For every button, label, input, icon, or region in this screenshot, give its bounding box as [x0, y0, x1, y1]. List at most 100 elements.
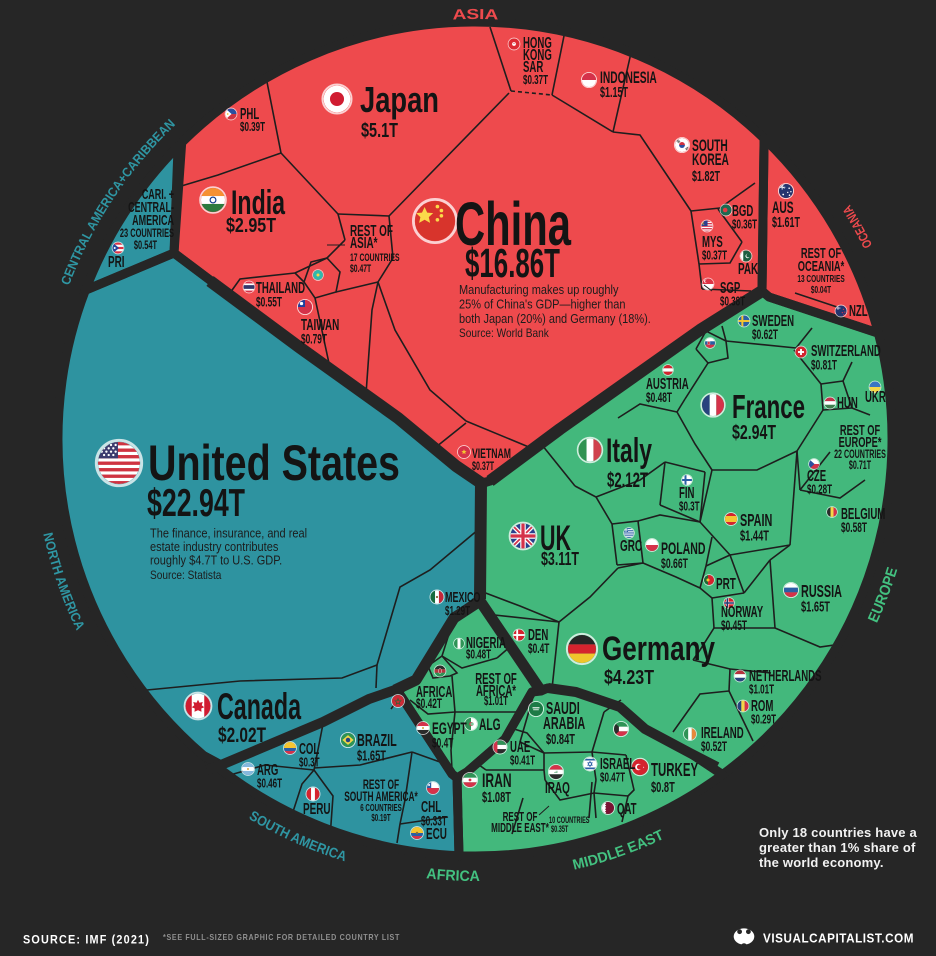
svg-text:KOREA: KOREA: [692, 151, 729, 169]
svg-text:$2.94T: $2.94T: [732, 422, 776, 444]
svg-text:Japan: Japan: [360, 79, 439, 120]
svg-text:UK: UK: [540, 519, 571, 558]
svg-text:both Japan (20%) and Germany (: both Japan (20%) and Germany (18%).: [459, 312, 651, 326]
svg-text:$0.39T: $0.39T: [240, 120, 265, 134]
svg-text:$0.37T: $0.37T: [702, 249, 727, 263]
svg-text:$0.48T: $0.48T: [466, 648, 491, 662]
svg-text:ASIA: ASIA: [452, 7, 499, 24]
svg-text:PAK: PAK: [738, 260, 758, 278]
svg-text:ECU: ECU: [426, 825, 447, 843]
svg-text:MEXICO: MEXICO: [445, 589, 480, 606]
svg-text:$0.33T: $0.33T: [421, 815, 447, 829]
svg-text:MYS: MYS: [702, 233, 723, 251]
svg-text:EGYPT: EGYPT: [432, 720, 467, 738]
svg-text:Source: World Bank: Source: World Bank: [459, 327, 549, 340]
svg-text:SGP: SGP: [720, 279, 741, 297]
svg-text:$1.61T: $1.61T: [772, 214, 800, 231]
svg-text:SPAIN: SPAIN: [740, 512, 772, 531]
svg-text:AMERICA: AMERICA: [132, 212, 174, 229]
svg-text:$0.4T: $0.4T: [432, 737, 453, 751]
svg-text:الله: الله: [554, 770, 558, 774]
svg-text:the world economy.: the world economy.: [759, 855, 884, 870]
svg-text:$0.52T: $0.52T: [701, 740, 727, 754]
svg-text:$0.54T: $0.54T: [134, 239, 157, 252]
svg-text:CENTRAL-: CENTRAL-: [128, 199, 174, 216]
svg-text:$2.12T: $2.12T: [607, 469, 648, 492]
svg-text:CZE: CZE: [807, 467, 826, 485]
svg-text:TAIWAN: TAIWAN: [301, 316, 339, 334]
svg-text:23 COUNTRIES: 23 COUNTRIES: [120, 227, 174, 240]
svg-text:greater than 1% share of: greater than 1% share of: [759, 840, 916, 855]
svg-text:ISRAEL: ISRAEL: [600, 755, 635, 773]
svg-text:ASIA*: ASIA*: [350, 234, 378, 252]
svg-text:SAR: SAR: [523, 58, 544, 76]
svg-text:SOUTH AMERICA*: SOUTH AMERICA*: [344, 790, 418, 804]
svg-text:$0.71T: $0.71T: [849, 459, 871, 472]
svg-text:$0.37T: $0.37T: [523, 73, 548, 87]
svg-text:AFRICA*: AFRICA*: [476, 682, 516, 700]
svg-text:$1.65T: $1.65T: [801, 598, 830, 615]
svg-text:INDONESIA: INDONESIA: [600, 69, 657, 87]
svg-text:$0.66T: $0.66T: [661, 556, 688, 572]
svg-text:POLAND: POLAND: [661, 538, 705, 557]
svg-text:$0.3T: $0.3T: [299, 756, 320, 770]
svg-text:$0.47T: $0.47T: [350, 262, 372, 274]
svg-text:United States: United States: [148, 435, 400, 491]
svg-text:$0.62T: $0.62T: [752, 328, 778, 342]
svg-text:22 COUNTRIES: 22 COUNTRIES: [834, 448, 886, 461]
svg-text:RUSSIA: RUSSIA: [801, 583, 842, 602]
svg-text:Germany: Germany: [602, 630, 715, 668]
svg-text:Only 18 countries have a: Only 18 countries have a: [759, 825, 918, 840]
svg-text:estate industry contributes: estate industry contributes: [150, 540, 278, 554]
svg-text:France: France: [732, 388, 805, 425]
svg-text:ARG: ARG: [257, 761, 278, 779]
svg-text:IRELAND: IRELAND: [701, 724, 744, 742]
svg-text:BRAZIL: BRAZIL: [357, 732, 397, 751]
svg-text:$1.01T: $1.01T: [484, 695, 509, 708]
svg-text:$0.47T: $0.47T: [600, 771, 625, 785]
svg-text:SWEDEN: SWEDEN: [752, 312, 794, 330]
svg-text:PRI: PRI: [108, 253, 125, 271]
svg-text:$0.81T: $0.81T: [811, 359, 837, 373]
svg-text:EUROPE*: EUROPE*: [839, 434, 882, 451]
svg-text:$0.19T: $0.19T: [371, 811, 390, 823]
svg-text:13 COUNTRIES: 13 COUNTRIES: [797, 272, 844, 284]
svg-text:NETHERLANDS: NETHERLANDS: [749, 667, 822, 685]
svg-text:$0.35T: $0.35T: [551, 824, 569, 835]
svg-text:$0.38T: $0.38T: [720, 295, 745, 309]
svg-text:roughly $4.7T to U.S. GDP.: roughly $4.7T to U.S. GDP.: [150, 554, 282, 568]
svg-text:IRAQ: IRAQ: [545, 779, 570, 797]
svg-text:$0.46T: $0.46T: [257, 777, 282, 791]
svg-text:$0.58T: $0.58T: [841, 521, 867, 535]
svg-text:UAE: UAE: [510, 738, 531, 756]
svg-text:$3.11T: $3.11T: [541, 549, 579, 569]
svg-text:$2.02T: $2.02T: [218, 724, 266, 747]
svg-text:Manufacturing makes up roughly: Manufacturing makes up roughly: [459, 283, 619, 297]
svg-text:SOUTH: SOUTH: [692, 137, 728, 155]
svg-text:NORWAY: NORWAY: [721, 603, 763, 621]
svg-text:$0.84T: $0.84T: [546, 731, 575, 748]
svg-text:$0.37T: $0.37T: [472, 460, 494, 473]
svg-text:Italy: Italy: [606, 432, 652, 470]
svg-text:$0.48T: $0.48T: [646, 391, 672, 405]
svg-text:$5.1T: $5.1T: [361, 120, 398, 142]
svg-text:HONG: HONG: [523, 34, 552, 52]
svg-text:PERU: PERU: [303, 800, 331, 818]
svg-text:OCEANIA*: OCEANIA*: [798, 258, 845, 275]
svg-text:$0.55T: $0.55T: [256, 296, 282, 310]
svg-text:$0.04T: $0.04T: [811, 283, 832, 295]
svg-text:ALG: ALG: [479, 716, 501, 734]
svg-text:$0.29T: $0.29T: [751, 713, 776, 727]
svg-text:The finance, insurance, and re: The finance, insurance, and real: [150, 527, 307, 541]
svg-text:VIETNAM: VIETNAM: [472, 446, 511, 462]
svg-text:REST OF: REST OF: [840, 422, 881, 439]
svg-text:China: China: [455, 190, 572, 258]
svg-text:$0.4T: $0.4T: [528, 642, 549, 656]
svg-text:CHL: CHL: [421, 798, 441, 816]
svg-text:25% of China's GDP—higher than: 25% of China's GDP—higher than: [459, 298, 625, 312]
svg-text:IRAN: IRAN: [482, 770, 512, 792]
svg-text:$1.44T: $1.44T: [740, 527, 769, 544]
svg-text:Canada: Canada: [217, 686, 301, 727]
svg-text:$1.82T: $1.82T: [692, 168, 720, 185]
svg-text:India: India: [231, 184, 286, 222]
